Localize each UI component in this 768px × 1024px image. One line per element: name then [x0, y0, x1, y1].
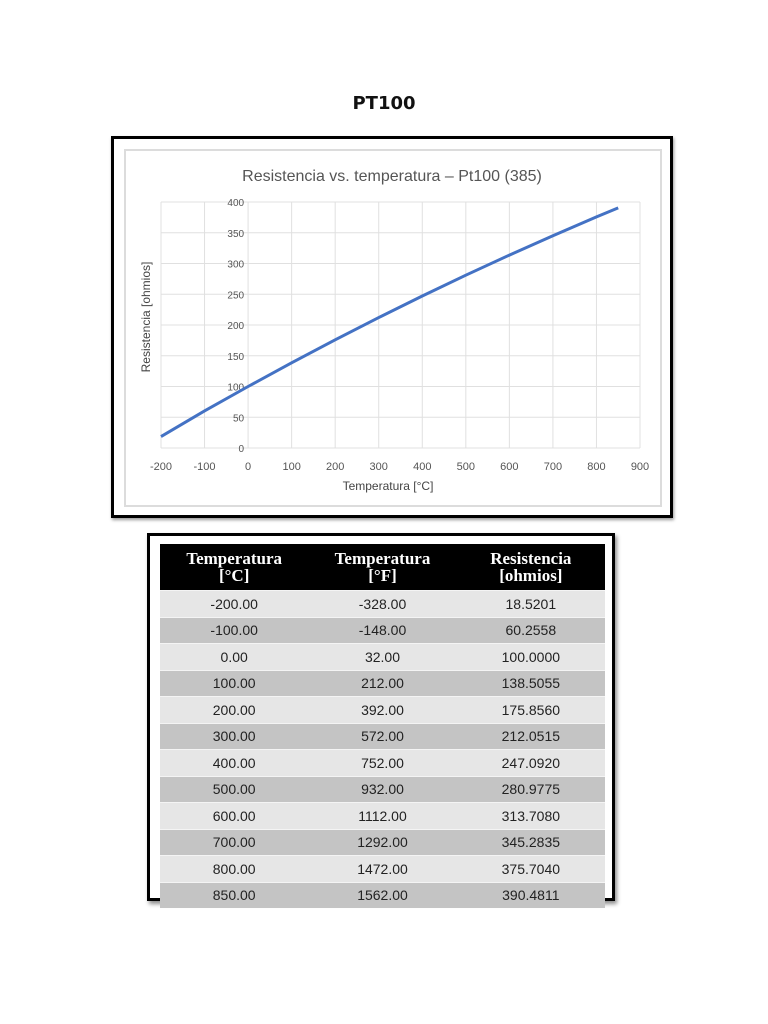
header-line1: Temperatura: [186, 549, 283, 568]
table-row: 300.00 572.00 212.0515: [160, 722, 605, 750]
table-row: 500.00 932.00 280.9775: [160, 775, 605, 803]
table-row: 850.00 1562.00 390.4811: [160, 881, 605, 908]
cell-resistance: 345.2835: [456, 828, 605, 856]
table-row: 200.00 392.00 175.8560: [160, 696, 605, 723]
line-chart: Resistencia vs. temperatura – Pt100 (385…: [139, 168, 649, 493]
cell-fahrenheit: 1472.00: [308, 855, 457, 882]
x-axis-ticks: -200 -100 0 100 200 300 400 500 600 700 800 900: [150, 461, 649, 473]
cell-fahrenheit: 572.00: [308, 722, 457, 750]
cell-celsius: 400.00: [160, 749, 309, 776]
table-row: 800.00 1472.00 375.7040: [160, 855, 605, 882]
cell-fahrenheit: 392.00: [308, 696, 457, 723]
cell-celsius: 0.00: [160, 643, 309, 670]
cell-resistance: 375.7040: [456, 855, 605, 882]
cell-resistance: 212.0515: [456, 722, 605, 750]
cell-resistance: 60.2558: [456, 616, 605, 644]
x-tick-label: 700: [544, 461, 562, 473]
cell-resistance: 175.8560: [456, 696, 605, 723]
y-tick-label: 100: [227, 383, 244, 394]
cell-fahrenheit: 1562.00: [308, 881, 457, 908]
page-title: PT100: [352, 93, 416, 114]
cell-fahrenheit: 212.00: [308, 669, 457, 697]
y-tick-label: 250: [227, 290, 244, 301]
table-row: 700.00 1292.00 345.2835: [160, 828, 605, 856]
cell-fahrenheit: -328.00: [308, 590, 457, 617]
cell-celsius: 850.00: [160, 881, 309, 908]
x-tick-label: -200: [150, 461, 172, 473]
cell-celsius: -100.00: [160, 616, 309, 644]
table-row: -100.00 -148.00 60.2558: [160, 616, 605, 644]
y-tick-label: 50: [233, 413, 245, 424]
cell-fahrenheit: 32.00: [308, 643, 457, 670]
y-axis-ticks: 0 50 100 150 200 250 300 350 400: [227, 198, 244, 455]
y-tick-label: 150: [227, 352, 244, 363]
header-celsius: Temperatura [°C]: [160, 544, 309, 591]
header-resistance: Resistencia [ohmios]: [456, 544, 605, 591]
cell-resistance: 313.7080: [456, 802, 605, 829]
y-tick-label: 0: [239, 444, 245, 455]
data-table-frame: Temperatura [°C] Temperatura [°F] Resisten…: [147, 533, 615, 908]
cell-celsius: 300.00: [160, 722, 309, 750]
chart-grid: [160, 201, 641, 449]
cell-fahrenheit: 932.00: [308, 775, 457, 803]
chart-frame: Resistencia vs. temperatura – Pt100 (385…: [111, 136, 673, 518]
x-tick-label: 500: [457, 461, 475, 473]
table-body: -200.00 -328.00 18.5201 -100.00 -148.00 60.25…: [160, 590, 605, 908]
cell-celsius: 800.00: [160, 855, 309, 882]
table-row: 400.00 752.00 247.0920: [160, 749, 605, 776]
x-tick-label: 900: [631, 461, 649, 473]
cell-resistance: 390.4811: [456, 881, 605, 908]
table-header-row: Temperatura [°C] Temperatura [°F] Resisten…: [160, 544, 605, 591]
table-row: 600.00 1112.00 313.7080: [160, 802, 605, 829]
y-tick-label: 400: [227, 198, 244, 209]
header-line2: [ohmios]: [499, 566, 563, 585]
x-tick-label: -100: [194, 461, 216, 473]
table-row: 100.00 212.00 138.5055: [160, 669, 605, 697]
x-tick-label: 0: [245, 461, 251, 473]
header-fahrenheit: Temperatura [°F]: [308, 544, 457, 591]
x-tick-label: 400: [413, 461, 431, 473]
x-tick-label: 200: [326, 461, 344, 473]
y-tick-label: 200: [227, 321, 244, 332]
header-line2: [°F]: [368, 566, 397, 585]
y-axis-label: Resistencia [ohmios]: [139, 262, 153, 373]
chart-area: Resistencia vs. temperatura – Pt100 (385…: [124, 149, 662, 507]
chart-title: Resistencia vs. temperatura – Pt100 (385…: [242, 168, 542, 185]
cell-fahrenheit: 1292.00: [308, 828, 457, 856]
cell-celsius: 600.00: [160, 802, 309, 829]
cell-celsius: -200.00: [160, 590, 309, 617]
y-tick-label: 350: [227, 229, 244, 240]
x-axis-label: Temperatura [°C]: [343, 479, 434, 493]
x-tick-label: 100: [282, 461, 300, 473]
x-tick-label: 300: [370, 461, 388, 473]
header-line1: Temperatura: [334, 549, 431, 568]
cell-resistance: 138.5055: [456, 669, 605, 697]
cell-celsius: 100.00: [160, 669, 309, 697]
cell-celsius: 700.00: [160, 828, 309, 856]
cell-celsius: 200.00: [160, 696, 309, 723]
table-row: 0.00 32.00 100.0000: [160, 643, 605, 670]
table-row: -200.00 -328.00 18.5201: [160, 590, 605, 617]
header-line1: Resistencia: [490, 549, 572, 568]
y-tick-label: 300: [227, 260, 244, 271]
resistance-table: Temperatura [°C] Temperatura [°F] Resisten…: [160, 544, 605, 908]
cell-resistance: 18.5201: [456, 590, 605, 617]
cell-fahrenheit: 1112.00: [308, 802, 457, 829]
header-line2: [°C]: [218, 566, 250, 585]
data-series-line: [160, 206, 619, 438]
x-tick-label: 800: [587, 461, 605, 473]
cell-fahrenheit: 752.00: [308, 749, 457, 776]
x-tick-label: 600: [500, 461, 518, 473]
cell-fahrenheit: -148.00: [308, 616, 457, 644]
cell-resistance: 100.0000: [456, 643, 605, 670]
cell-resistance: 280.9775: [456, 775, 605, 803]
cell-celsius: 500.00: [160, 775, 309, 803]
cell-resistance: 247.0920: [456, 749, 605, 776]
